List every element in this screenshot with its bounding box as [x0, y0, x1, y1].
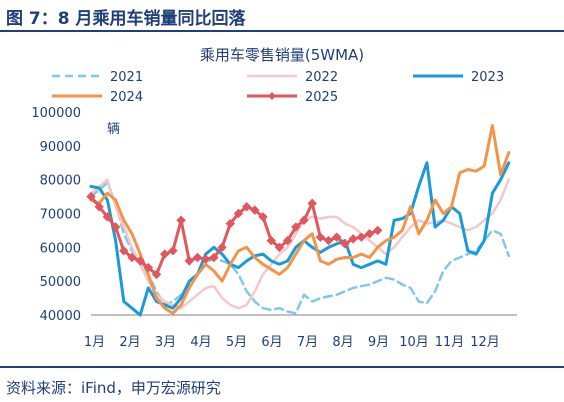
chart-legend: 2021 2022 2023 2024 2025 [52, 70, 504, 105]
y-tick-label: 90000 [40, 140, 81, 155]
x-tick-label: 10月 [399, 335, 429, 350]
legend-label-2025: 2025 [305, 90, 338, 105]
series-point-2025 [233, 208, 244, 219]
series-point-2025 [192, 252, 203, 263]
series-point-2025 [119, 246, 129, 256]
y-tick-label: 80000 [40, 174, 81, 189]
x-tick-label: 3月 [155, 335, 176, 350]
x-tick-label: 5月 [226, 335, 247, 350]
legend-label-2023: 2023 [471, 70, 504, 85]
y-tick-label: 100000 [31, 106, 81, 121]
series-point-2025 [250, 205, 260, 215]
plot-area [91, 112, 517, 315]
x-tick-label: 4月 [190, 335, 211, 350]
x-tick-label: 8月 [332, 335, 353, 350]
legend-label-2024: 2024 [110, 90, 143, 105]
legend-label-2022: 2022 [305, 70, 338, 85]
series-point-2025 [184, 256, 195, 266]
series-point-2025 [299, 215, 309, 225]
series-point-2025 [241, 202, 252, 212]
source-note: 资料来源：iFind，申万宏源研究 [6, 379, 221, 397]
x-tick-label: 6月 [261, 335, 282, 350]
series-point-2025 [315, 232, 326, 242]
series-point-2025 [356, 232, 367, 242]
series-point-2025 [217, 242, 227, 253]
series-line-2024 [89, 124, 511, 315]
y-axis-ticks: 40000 50000 60000 70000 80000 90000 100000 [31, 106, 81, 324]
figure-footer: 资料来源：iFind，申万宏源研究 [0, 366, 564, 402]
series-point-2025 [364, 229, 375, 239]
series-point-2025 [209, 252, 219, 263]
series-point-2025 [86, 191, 96, 202]
series-point-2025 [258, 212, 268, 222]
series-point-2025 [151, 269, 162, 280]
figure-title: 图 7：8 月乘用车销量同比回落 [6, 9, 246, 29]
series-point-2025 [176, 215, 186, 225]
x-axis-ticks: 1月 2月 3月 4月 5月 6月 7月 8月 9月 10月 11月 12月 [84, 335, 500, 350]
x-tick-label: 2月 [119, 335, 140, 350]
series-point-2025 [102, 212, 113, 222]
y-tick-label: 50000 [40, 275, 81, 290]
series-point-2025 [127, 252, 137, 263]
series-point-2025 [373, 225, 383, 236]
x-tick-label: 9月 [368, 335, 389, 350]
series-point-2025 [225, 218, 235, 229]
series-point-2025 [168, 246, 178, 256]
series-point-2025 [135, 256, 145, 266]
y-tick-label: 60000 [40, 241, 81, 256]
series-point-2025 [274, 242, 285, 253]
chart-title: 乘用车零售销量(5WMA) [200, 46, 364, 64]
series-layer [86, 124, 511, 317]
x-tick-label: 11月 [435, 335, 465, 350]
series-point-2025 [307, 198, 317, 209]
series-point-2025 [348, 234, 358, 244]
y-tick-label: 70000 [40, 208, 81, 223]
series-point-2025 [340, 239, 350, 249]
series-point-2025 [143, 262, 154, 273]
sales-line-chart: 乘用车零售销量(5WMA) 2021 2022 2023 2024 2025 辆 400… [31, 46, 517, 350]
series-point-2025 [291, 222, 301, 232]
x-tick-label: 1月 [84, 335, 105, 350]
legend-label-2021: 2021 [110, 70, 143, 85]
series-point-2025 [323, 235, 334, 246]
x-tick-label: 7月 [297, 335, 318, 350]
series-point-2025 [282, 235, 293, 246]
x-tick-label: 12月 [470, 335, 500, 350]
series-point-2025 [332, 232, 342, 242]
legend-marker-2025 [268, 92, 276, 100]
series-point-2025 [266, 235, 276, 246]
series-point-2025 [200, 254, 211, 264]
y-tick-label: 40000 [40, 309, 81, 324]
series-point-2025 [94, 202, 104, 212]
figure-header: 图 7：8 月乘用车销量同比回落 [0, 0, 564, 32]
unit-label: 辆 [107, 122, 120, 137]
series-point-2025 [110, 222, 121, 232]
series-point-2025 [160, 249, 170, 259]
